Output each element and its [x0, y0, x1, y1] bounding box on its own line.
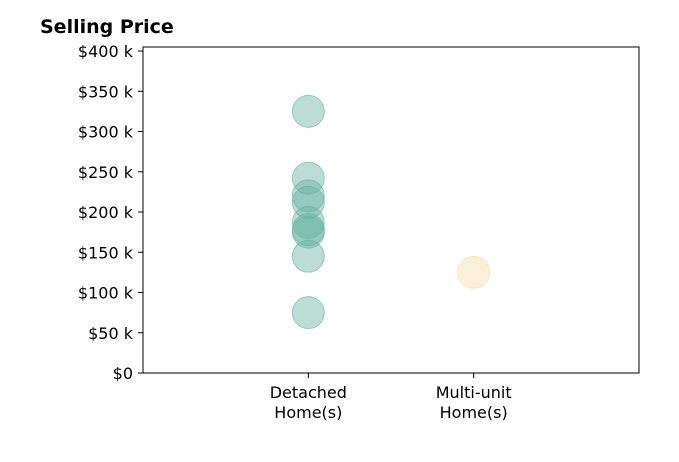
y-tick-label: $100 k: [78, 284, 134, 303]
data-point: [291, 161, 325, 195]
data-point: [291, 179, 325, 213]
y-tick-label: $0: [113, 364, 133, 383]
plot-frame: [142, 46, 640, 374]
x-tick-label: Multi-unit Home(s): [436, 383, 512, 422]
data-point: [291, 94, 325, 128]
data-point: [457, 255, 491, 289]
y-tick-label: $250 k: [78, 163, 134, 182]
data-point: [291, 185, 325, 219]
y-tick-label: $400 k: [78, 42, 134, 61]
y-tick-label: $350 k: [78, 82, 134, 101]
y-tick-label: $200 k: [78, 203, 134, 222]
data-points: [291, 94, 491, 330]
y-tick-label: $300 k: [78, 123, 134, 142]
x-axis: Detached Home(s) Multi-unit Home(s): [270, 373, 512, 422]
y-axis: $0 $50 k $100 k $150 k $200 k $250 k $300 k $35…: [78, 42, 143, 383]
y-tick-label: $50 k: [88, 324, 134, 343]
data-point: [291, 239, 325, 273]
data-point: [291, 215, 325, 249]
y-tick-label: $150 k: [78, 243, 134, 262]
data-point: [291, 205, 325, 239]
x-tick-label: Detached Home(s): [270, 383, 347, 422]
data-point: [291, 296, 325, 330]
chart-title: Selling Price: [40, 16, 174, 38]
